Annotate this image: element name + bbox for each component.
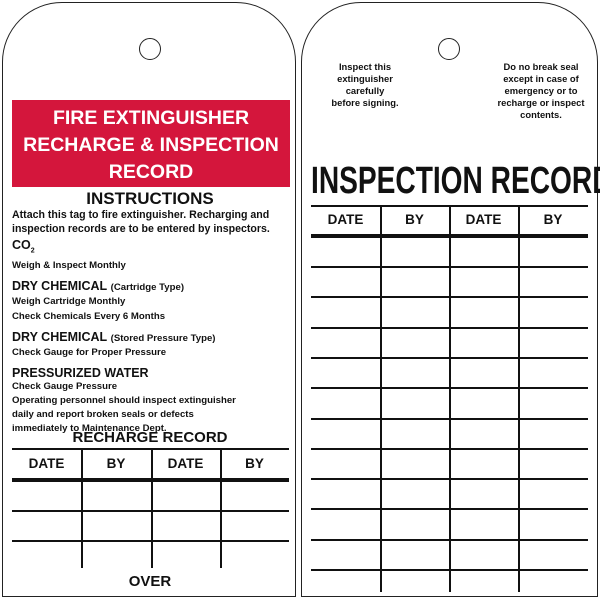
instruction-line: Operating personnel should inspect extin… [12,394,236,406]
tag-banner: FIRE EXTINGUISHER RECHARGE & INSPECTION … [12,100,290,187]
banner-line: FIRE EXTINGUISHER [52,107,250,129]
instruction-line: Check Gauge Pressure [12,380,118,392]
table-column-rule [518,205,520,592]
heading-type: (Cartridge Type) [110,281,185,293]
heading-text: DRY CHEMICAL [12,278,108,293]
instructions-body: CO2 Weigh & Inspect Monthly DRY CHEMICAL… [12,238,297,436]
column-header: BY [543,212,563,228]
intro-line: inspection records are to be entered by … [12,223,270,235]
dry-stored-heading: DRY CHEMICAL (Stored Pressure Type) [12,330,297,346]
recharge-title: RECHARGE RECORD [72,429,228,446]
table-column-rule [380,205,382,592]
co2-text: Weigh & Inspect Monthly [12,259,126,271]
instruction-line: daily and report broken seals or defects [12,408,194,420]
instructions-title: INSTRUCTIONS [86,189,214,208]
co2-subscript: 2 [30,247,35,255]
table-column-rule [449,205,451,592]
note-line: emergency or to [504,85,578,96]
instruction-line: Check Gauge for Proper Pressure [12,346,167,358]
instruction-line: Weigh Cartridge Monthly [12,295,126,307]
tag-hole [438,38,460,60]
note-line: contents. [520,109,562,120]
intro-line: Attach this tag to fire extinguisher. Re… [12,209,270,221]
co2-heading: CO2 [12,238,297,259]
heading-text: DRY CHEMICAL [12,329,108,344]
intro-text: Attach this tag to fire extinguisher. Re… [12,208,302,236]
banner-line: RECORD [108,161,194,183]
table-column-rule [151,448,153,568]
table-header-rule [12,478,289,482]
column-header: BY [245,455,264,471]
tag-hole [139,38,161,60]
co2-label: CO [12,238,31,252]
over-label: OVER [128,573,172,590]
note-line: Do no break seal [503,61,579,72]
table-row-rule [12,510,289,512]
note-line: carefully [345,85,385,96]
water-heading: PRESSURIZED WATER [12,365,149,380]
note-line: except in case of [503,73,579,84]
seal-note: Do no break seal except in case of emerg… [485,61,597,121]
column-header: BY [405,212,424,228]
inspect-note: Inspect this extinguisher carefully befo… [315,61,415,109]
column-header: BY [106,455,126,471]
heading-type: (Stored Pressure Type) [110,332,216,344]
column-header: DATE [28,455,65,471]
column-header: DATE [167,455,204,471]
instruction-line: immediately to Maintenance Dept. [12,422,167,434]
instruction-line: Check Chemicals Every 6 Months [12,310,166,322]
note-line: extinguisher [337,73,393,84]
note-line: Inspect this [338,61,392,72]
inspection-title: INSPECTION RECORD [311,160,600,202]
note-line: before signing. [331,97,399,108]
note-line: recharge or inspect [497,97,585,108]
banner-line: RECHARGE & INSPECTION [23,134,279,156]
table-column-rule [220,448,222,568]
column-header: DATE [327,212,364,228]
table-row-rule [12,540,289,542]
column-header: DATE [465,212,502,228]
dry-cartridge-heading: DRY CHEMICAL (Cartridge Type) [12,279,297,295]
table-column-rule [81,448,83,568]
table-top-rule [12,448,289,450]
